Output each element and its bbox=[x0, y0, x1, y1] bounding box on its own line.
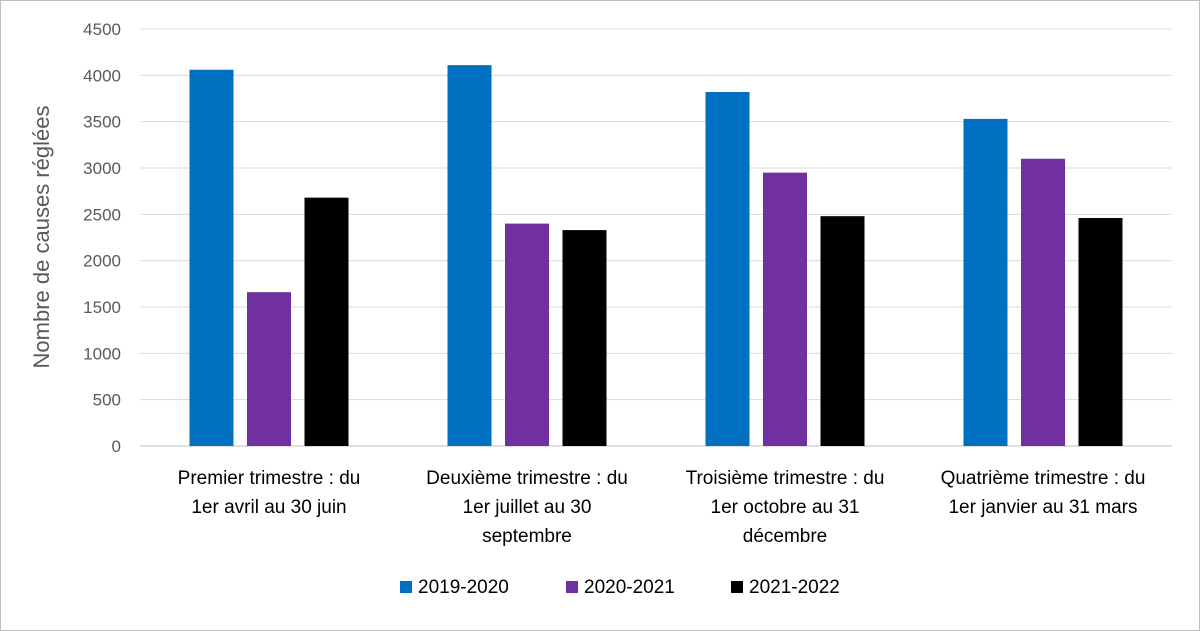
x-category-label: 1er janvier au 31 mars bbox=[948, 497, 1137, 518]
x-category-label: Deuxième trimestre : du bbox=[426, 468, 628, 489]
y-tick-label: 2500 bbox=[83, 205, 121, 224]
y-tick-label: 3500 bbox=[83, 113, 121, 132]
legend-label: 2019-2020 bbox=[418, 577, 509, 598]
legend-swatch-2020-2021 bbox=[566, 581, 578, 593]
y-tick-label: 4500 bbox=[83, 20, 121, 39]
bar-2019-2020-2 bbox=[447, 65, 492, 446]
bar-2021-2022-3 bbox=[820, 216, 865, 446]
y-tick-label: 1500 bbox=[83, 298, 121, 317]
legend-label: 2020-2021 bbox=[584, 577, 675, 598]
legend: 2019-2020 2020-2021 2021-2022 bbox=[400, 577, 840, 598]
bar-2020-2021-1 bbox=[247, 292, 291, 446]
legend-swatch-2021-2022 bbox=[731, 581, 743, 593]
y-tick-label: 3000 bbox=[83, 159, 121, 178]
x-category-label: 1er avril au 30 juin bbox=[191, 497, 346, 518]
bar-2019-2020-3 bbox=[705, 92, 750, 446]
bar-2019-2020-1 bbox=[189, 69, 234, 447]
x-category-label: décembre bbox=[743, 526, 828, 547]
bars bbox=[189, 65, 1123, 447]
x-category-label: septembre bbox=[482, 526, 572, 547]
bar-2021-2022-1 bbox=[304, 197, 349, 446]
y-tick-label: 0 bbox=[112, 437, 121, 456]
y-tick-label: 2000 bbox=[83, 252, 121, 271]
x-category-label: 1er octobre au 31 bbox=[711, 497, 860, 518]
x-category-label: Troisième trimestre : du bbox=[686, 468, 885, 489]
bar-2020-2021-3 bbox=[763, 172, 807, 446]
y-tick-labels: 0 500 1000 1500 2000 2500 3000 3500 4000 4500 bbox=[83, 20, 121, 456]
bar-2020-2021-4 bbox=[1021, 158, 1065, 446]
y-tick-label: 500 bbox=[93, 391, 121, 410]
x-category-label: Premier trimestre : du bbox=[178, 468, 361, 489]
bar-2019-2020-4 bbox=[963, 118, 1008, 447]
x-category-label: 1er juillet au 30 bbox=[463, 497, 592, 518]
bar-2021-2022-4 bbox=[1078, 218, 1123, 446]
y-axis-label: Nombre de causes réglées bbox=[29, 106, 54, 369]
x-category-labels: Premier trimestre : du 1er avril au 30 ju… bbox=[178, 468, 1146, 547]
y-tick-label: 1000 bbox=[83, 344, 121, 363]
legend-label: 2021-2022 bbox=[749, 577, 840, 598]
gridlines bbox=[140, 28, 1172, 447]
bar-2021-2022-2 bbox=[562, 230, 607, 446]
x-category-label: Quatrième trimestre : du bbox=[941, 468, 1146, 489]
bar-2020-2021-2 bbox=[505, 223, 549, 446]
legend-swatch-2019-2020 bbox=[400, 581, 412, 593]
y-tick-label: 4000 bbox=[83, 66, 121, 85]
